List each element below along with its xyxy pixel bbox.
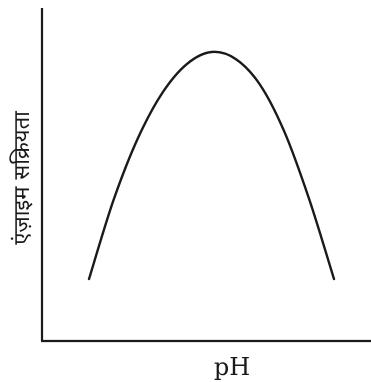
activity-curve [87,50,336,281]
x-axis-label: pH [214,353,250,381]
y-axis-label: एंज़ाइम सक्रियता [9,111,35,245]
